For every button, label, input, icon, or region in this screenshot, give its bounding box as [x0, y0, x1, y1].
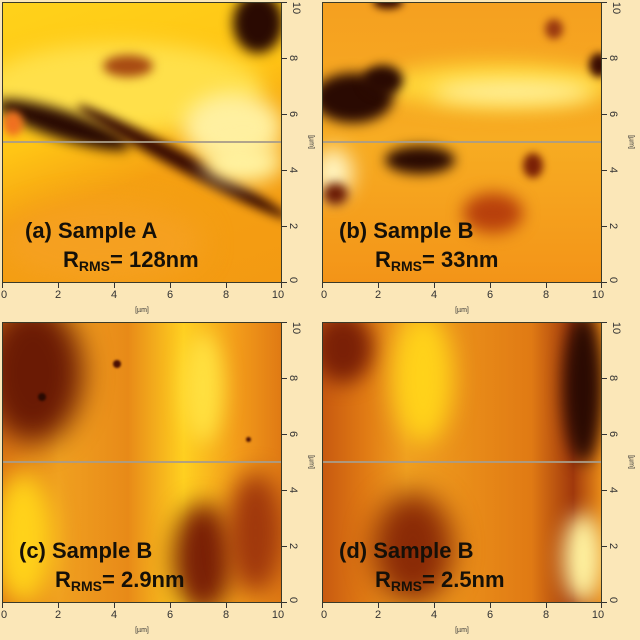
afm-image-a: (a) Sample A RRMS= 128nm: [2, 2, 282, 283]
scan-line: [3, 461, 281, 463]
y-tick-label: 10: [610, 321, 623, 335]
y-tick-label: 0: [287, 276, 300, 284]
x-tick-label: 10: [271, 289, 285, 301]
y-tick-label: 8: [607, 374, 620, 382]
scan-line: [323, 461, 601, 463]
rms-subscript: RMS: [78, 258, 111, 274]
x-axis-unit: [µm]: [135, 307, 149, 314]
panel-d: (d) Sample B RRMS= 2.5nm 0 2 4 6 8 10 [µ…: [320, 320, 640, 640]
x-tick-label: 8: [542, 289, 550, 301]
y-tick-label: 4: [607, 166, 620, 174]
y-axis: 0 2 4 6 8 10 [µm]: [602, 322, 638, 603]
rms-value: = 2.9nm: [102, 567, 185, 592]
rms-annotation: RRMS= 2.5nm: [375, 567, 505, 594]
y-tick-label: 2: [607, 222, 620, 230]
rms-annotation: RRMS= 128nm: [63, 247, 199, 274]
x-tick-label: 6: [166, 609, 174, 621]
x-tick-label: 6: [166, 289, 174, 301]
panel-c: (c) Sample B RRMS= 2.9nm 0 2 4 6 8 10 [µ…: [0, 320, 320, 640]
y-axis-unit: [µm]: [627, 135, 635, 149]
x-axis-unit: [µm]: [455, 627, 469, 634]
x-tick-label: 4: [110, 609, 118, 621]
y-tick-label: 6: [287, 430, 300, 438]
x-tick-label: 0: [0, 609, 8, 621]
x-tick-label: 8: [222, 609, 230, 621]
y-axis-unit: [µm]: [307, 135, 315, 149]
x-tick-label: 10: [271, 609, 285, 621]
r-symbol: R: [55, 567, 71, 592]
y-tick-label: 6: [287, 110, 300, 118]
afm-image-c: (c) Sample B RRMS= 2.9nm: [2, 322, 282, 603]
y-axis-unit: [µm]: [627, 455, 635, 469]
x-tick-label: 2: [54, 289, 62, 301]
x-tick-label: 0: [320, 289, 328, 301]
y-tick-label: 6: [607, 110, 620, 118]
x-axis: 0 2 4 6 8 10 [µm]: [320, 283, 605, 319]
x-tick-label: 8: [222, 289, 230, 301]
rms-annotation: RRMS= 33nm: [375, 247, 498, 274]
scan-line: [3, 141, 281, 143]
y-tick-label: 2: [287, 222, 300, 230]
y-tick-label: 2: [607, 542, 620, 550]
y-tick-label: 0: [607, 596, 620, 604]
rms-subscript: RMS: [390, 258, 423, 274]
y-axis-unit: [µm]: [307, 455, 315, 469]
panel-b: (b) Sample B RRMS= 33nm 0 2 4 6 8 10 [µm…: [320, 0, 640, 320]
r-symbol: R: [375, 567, 391, 592]
y-axis: 0 2 4 6 8 10 [µm]: [602, 2, 638, 283]
y-tick-label: 6: [607, 430, 620, 438]
x-axis-unit: [µm]: [135, 627, 149, 634]
panel-a: (a) Sample A RRMS= 128nm 0 2 4 6 8 10 [µ…: [0, 0, 320, 320]
rms-value: = 128nm: [110, 247, 199, 272]
y-tick-label: 0: [287, 596, 300, 604]
y-tick-label: 4: [287, 486, 300, 494]
y-tick-label: 4: [287, 166, 300, 174]
y-tick-label: 8: [287, 374, 300, 382]
x-tick-label: 4: [110, 289, 118, 301]
afm-image-b: (b) Sample B RRMS= 33nm: [322, 2, 602, 283]
rms-annotation: RRMS= 2.9nm: [55, 567, 185, 594]
r-symbol: R: [375, 247, 391, 272]
y-tick-label: 10: [610, 1, 623, 15]
rms-value: = 33nm: [422, 247, 499, 272]
rms-subscript: RMS: [70, 578, 103, 594]
panel-label: (d) Sample B: [339, 538, 474, 563]
afm-image-d: (d) Sample B RRMS= 2.5nm: [322, 322, 602, 603]
y-tick-label: 8: [287, 54, 300, 62]
x-tick-label: 10: [591, 609, 605, 621]
panel-label: (b) Sample B: [339, 218, 474, 243]
y-tick-label: 0: [607, 276, 620, 284]
panel-label: (a) Sample A: [25, 218, 158, 243]
x-tick-label: 2: [374, 609, 382, 621]
y-tick-label: 2: [287, 542, 300, 550]
r-symbol: R: [63, 247, 79, 272]
rms-subscript: RMS: [390, 578, 423, 594]
panel-label: (c) Sample B: [19, 538, 153, 563]
y-tick-label: 4: [607, 486, 620, 494]
y-axis: 0 2 4 6 8 10 [µm]: [282, 2, 318, 283]
x-axis-unit: [µm]: [455, 307, 469, 314]
x-axis: 0 2 4 6 8 10 [µm]: [0, 283, 285, 319]
y-tick-label: 10: [290, 321, 303, 335]
x-tick-label: 4: [430, 289, 438, 301]
rms-value: = 2.5nm: [422, 567, 505, 592]
x-tick-label: 2: [374, 289, 382, 301]
y-tick-label: 10: [290, 1, 303, 15]
x-tick-label: 8: [542, 609, 550, 621]
x-tick-label: 4: [430, 609, 438, 621]
x-tick-label: 2: [54, 609, 62, 621]
y-tick-label: 8: [607, 54, 620, 62]
scan-line: [323, 141, 601, 143]
x-tick-label: 10: [591, 289, 605, 301]
x-axis: 0 2 4 6 8 10 [µm]: [0, 603, 285, 639]
x-tick-label: 6: [486, 609, 494, 621]
x-axis: 0 2 4 6 8 10 [µm]: [320, 603, 605, 639]
x-tick-label: 0: [0, 289, 8, 301]
y-axis: 0 2 4 6 8 10 [µm]: [282, 322, 318, 603]
x-tick-label: 6: [486, 289, 494, 301]
x-tick-label: 0: [320, 609, 328, 621]
